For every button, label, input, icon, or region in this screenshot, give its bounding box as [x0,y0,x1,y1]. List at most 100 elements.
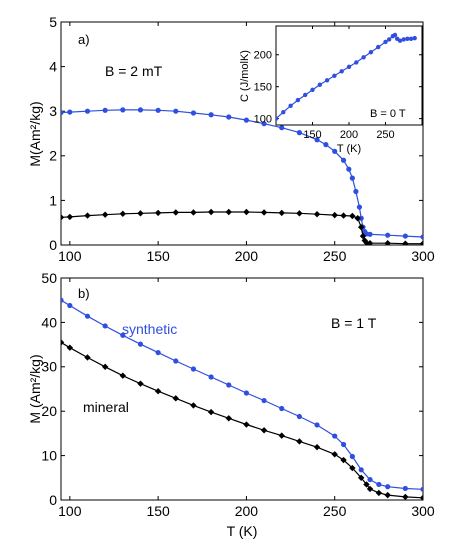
data-point-series-2 [357,223,365,231]
data-point-series-2 [119,210,127,217]
data-point-synthetic [340,441,347,448]
data-point-series-1 [324,78,330,83]
data-point-series-1 [288,103,293,109]
data-point-mineral [137,380,144,387]
series-label-synthetic: synthetic [122,321,177,337]
y-tick-label: 200 [254,50,272,62]
data-layer [61,297,423,500]
data-point-series-1 [314,137,320,143]
y-tick-label: 40 [41,314,57,330]
data-point-series-1 [420,234,423,240]
y-tick-label: 4 [49,59,57,75]
data-point-synthetic [102,323,108,329]
data-point-series-1 [385,232,391,238]
data-point-synthetic [385,484,391,490]
y-axis-label: M(Am²/kg) [27,101,43,166]
y-tick-label: 0 [49,237,57,253]
data-point-synthetic [84,313,91,319]
data-point-series-1 [279,125,285,131]
data-point-synthetic [137,341,144,347]
data-point-series-1 [84,108,91,114]
y-tick-label: 2 [49,148,57,164]
data-point-synthetic [243,390,250,396]
data-point-mineral [172,395,179,402]
data-point-series-1 [392,32,398,38]
data-point-series-2 [419,240,423,245]
x-tick-label: 200 [235,248,259,264]
data-point-series-1 [317,82,322,87]
data-point-mineral [349,464,356,472]
data-point-mineral [119,372,127,379]
data-point-synthetic [190,366,197,372]
data-point-synthetic [349,453,355,460]
data-layer [276,32,417,121]
y-tick-label: 5 [49,14,57,30]
data-point-mineral [419,494,423,500]
data-point-series-2 [340,212,347,219]
data-point-synthetic [61,297,64,303]
data-point-series-1 [137,107,144,113]
data-point-mineral [260,427,268,434]
data-point-series-1 [295,97,301,103]
data-point-mineral [340,456,347,464]
data-point-synthetic [376,481,382,488]
data-point-series-2 [137,210,144,217]
data-point-mineral [402,493,409,500]
data-point-series-2 [225,208,232,216]
data-point-series-1 [412,35,417,41]
data-point-series-1 [354,60,359,65]
data-point-mineral [296,438,303,445]
data-point-series-1 [276,116,279,121]
x-tick-label: 100 [58,503,82,519]
data-point-series-2 [84,212,91,219]
data-point-series-2 [243,208,250,216]
data-point-mineral [84,354,91,361]
data-point-series-1 [243,117,250,123]
data-point-series-2 [331,211,338,219]
data-point-series-2 [207,208,215,216]
data-point-series-1 [346,166,352,172]
data-point-mineral [101,363,109,370]
data-point-series-1 [349,175,355,181]
data-point-series-1 [346,64,352,70]
x-tick-label: 300 [411,503,435,519]
data-point-series-1 [173,108,179,114]
data-point-mineral [384,491,391,499]
inset-annotation: B = 0 T [370,108,406,120]
data-point-mineral [154,388,162,395]
x-tick-label: 150 [146,248,170,264]
data-point-series-2 [354,215,361,222]
x-tick-label: 150 [303,129,321,141]
data-point-mineral [313,443,321,451]
data-point-series-1 [402,233,408,239]
data-point-mineral [357,474,365,481]
data-point-series-1 [61,109,64,116]
data-point-series-1 [356,204,363,210]
data-point-synthetic [420,486,423,492]
data-point-series-1 [120,107,126,113]
data-point-synthetic [67,302,73,309]
data-point-synthetic [402,485,408,492]
data-point-series-1 [358,215,364,221]
y-tick-label: 100 [254,113,272,125]
x-tick-label: 150 [146,503,170,519]
data-point-series-1 [401,37,406,42]
data-point-mineral [363,481,370,488]
data-point-series-1 [303,92,308,98]
panel-label: a) [78,32,90,47]
data-point-synthetic [332,433,338,439]
data-point-synthetic [120,332,126,338]
y-tick-label: 10 [41,448,57,464]
data-point-synthetic [367,476,373,483]
data-point-series-2 [101,211,109,218]
y-tick-label: 0 [49,492,57,508]
data-point-series-2 [260,209,268,216]
data-point-series-2 [366,240,374,245]
data-point-mineral [66,344,74,351]
data-point-series-2 [296,210,303,217]
data-point-series-1 [383,39,388,45]
data-point-mineral [331,451,338,458]
data-point-synthetic [314,422,320,428]
data-point-synthetic [173,358,179,364]
